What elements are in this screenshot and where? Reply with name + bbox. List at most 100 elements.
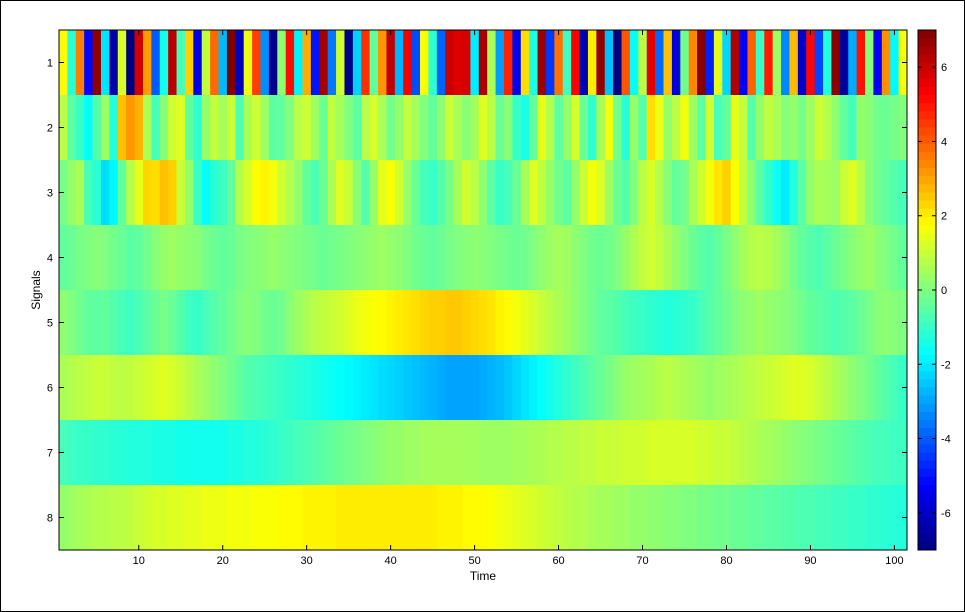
colorbar-swatch: [918, 281, 936, 291]
colorbar-swatch: [918, 78, 936, 88]
heatmap-cell: [495, 290, 505, 356]
heatmap-cell: [655, 485, 664, 551]
heatmap-cell: [789, 225, 799, 291]
heatmap-cell: [470, 30, 480, 96]
heatmap-cell: [554, 355, 564, 421]
heatmap-cell: [134, 225, 144, 291]
heatmap-cell: [344, 420, 354, 486]
colorbar-tick-label: -2: [941, 359, 951, 371]
heatmap-cell: [142, 95, 152, 161]
colorbar-swatch: [918, 216, 936, 226]
heatmap-cell: [218, 485, 228, 551]
heatmap-cell: [126, 225, 135, 291]
heatmap-cell: [126, 290, 135, 356]
heatmap-cell: [285, 420, 295, 486]
heatmap-cell: [587, 225, 597, 291]
heatmap-cell: [462, 420, 471, 486]
heatmap-cell: [865, 30, 874, 96]
colorbar-swatch: [918, 151, 936, 161]
heatmap-cell: [361, 355, 371, 421]
heatmap-cell: [428, 485, 438, 551]
heatmap-cell: [369, 290, 379, 356]
heatmap-cell: [571, 95, 580, 161]
heatmap-cell: [613, 30, 622, 96]
heatmap-cell: [722, 290, 732, 356]
heatmap-cell: [520, 225, 530, 291]
colorbar-swatch: [918, 38, 936, 47]
heatmap-cell: [218, 30, 228, 96]
heatmap-cell: [117, 420, 127, 486]
heatmap-cell: [688, 30, 698, 96]
heatmap-cell: [873, 485, 883, 551]
heatmap-cell: [361, 30, 371, 96]
x-tick-label: 90: [804, 555, 816, 567]
heatmap-cell: [184, 95, 194, 161]
heatmap-cell: [856, 420, 866, 486]
heatmap-cell: [117, 160, 127, 226]
colorbar-swatch: [918, 403, 936, 413]
heatmap-cell: [420, 355, 429, 421]
heatmap-cell: [680, 420, 690, 486]
colorbar-swatch: [918, 517, 936, 527]
heatmap-cell: [579, 485, 589, 551]
heatmap-cell: [545, 290, 555, 356]
heatmap-cell: [478, 160, 488, 226]
heatmap-cell: [781, 420, 790, 486]
heatmap-cell: [327, 355, 337, 421]
heatmap-cell: [503, 290, 513, 356]
y-tick-label: 8: [47, 513, 53, 525]
heatmap-cell: [453, 420, 463, 486]
heatmap-cell: [117, 95, 127, 161]
heatmap-cell: [663, 485, 673, 551]
heatmap-cell: [487, 225, 496, 291]
heatmap-cell: [579, 355, 589, 421]
heatmap-cell: [688, 420, 698, 486]
heatmap-cell: [218, 95, 228, 161]
heatmap-cell: [386, 290, 396, 356]
heatmap-cell: [781, 290, 790, 356]
colorbar-swatch: [918, 70, 936, 80]
heatmap-cell: [142, 160, 152, 226]
colorbar-swatch: [918, 452, 936, 462]
heatmap-cell: [873, 290, 883, 356]
heatmap-cell: [252, 420, 261, 486]
heatmap-cell: [671, 420, 681, 486]
heatmap-cell: [92, 95, 102, 161]
heatmap-cell: [319, 225, 329, 291]
heatmap-cell: [529, 290, 538, 356]
heatmap-cell: [781, 160, 790, 226]
heatmap-cell: [755, 30, 765, 96]
heatmap-cell: [436, 420, 446, 486]
heatmap-cell: [134, 30, 144, 96]
heatmap-cell: [646, 290, 656, 356]
heatmap-cell: [495, 355, 505, 421]
heatmap-cell: [84, 420, 93, 486]
heatmap-cell: [126, 485, 135, 551]
heatmap-cell: [520, 290, 530, 356]
heatmap-cell: [445, 355, 455, 421]
heatmap-cell: [503, 160, 513, 226]
heatmap-cell: [646, 30, 656, 96]
heatmap-cell: [420, 30, 429, 96]
heatmap-cell: [75, 30, 85, 96]
heatmap-cell: [252, 30, 261, 96]
x-tick-label: 10: [133, 555, 145, 567]
heatmap-cell: [503, 420, 513, 486]
heatmap-cell: [92, 485, 102, 551]
heatmap-cell: [781, 485, 790, 551]
heatmap-cell: [613, 420, 622, 486]
heatmap-cell: [613, 95, 622, 161]
heatmap-cell: [856, 355, 866, 421]
heatmap-cell: [193, 30, 203, 96]
colorbar-swatch: [918, 306, 936, 315]
heatmap-cell: [739, 420, 748, 486]
heatmap-cell: [873, 95, 883, 161]
heatmap-cell: [797, 30, 807, 96]
heatmap-cell: [495, 30, 505, 96]
heatmap-cell: [697, 30, 706, 96]
colorbar-swatch: [918, 241, 936, 250]
heatmap-cell: [386, 355, 396, 421]
heatmap-cell: [361, 225, 371, 291]
heatmap-cell: [294, 290, 303, 356]
heatmap-cell: [193, 485, 203, 551]
